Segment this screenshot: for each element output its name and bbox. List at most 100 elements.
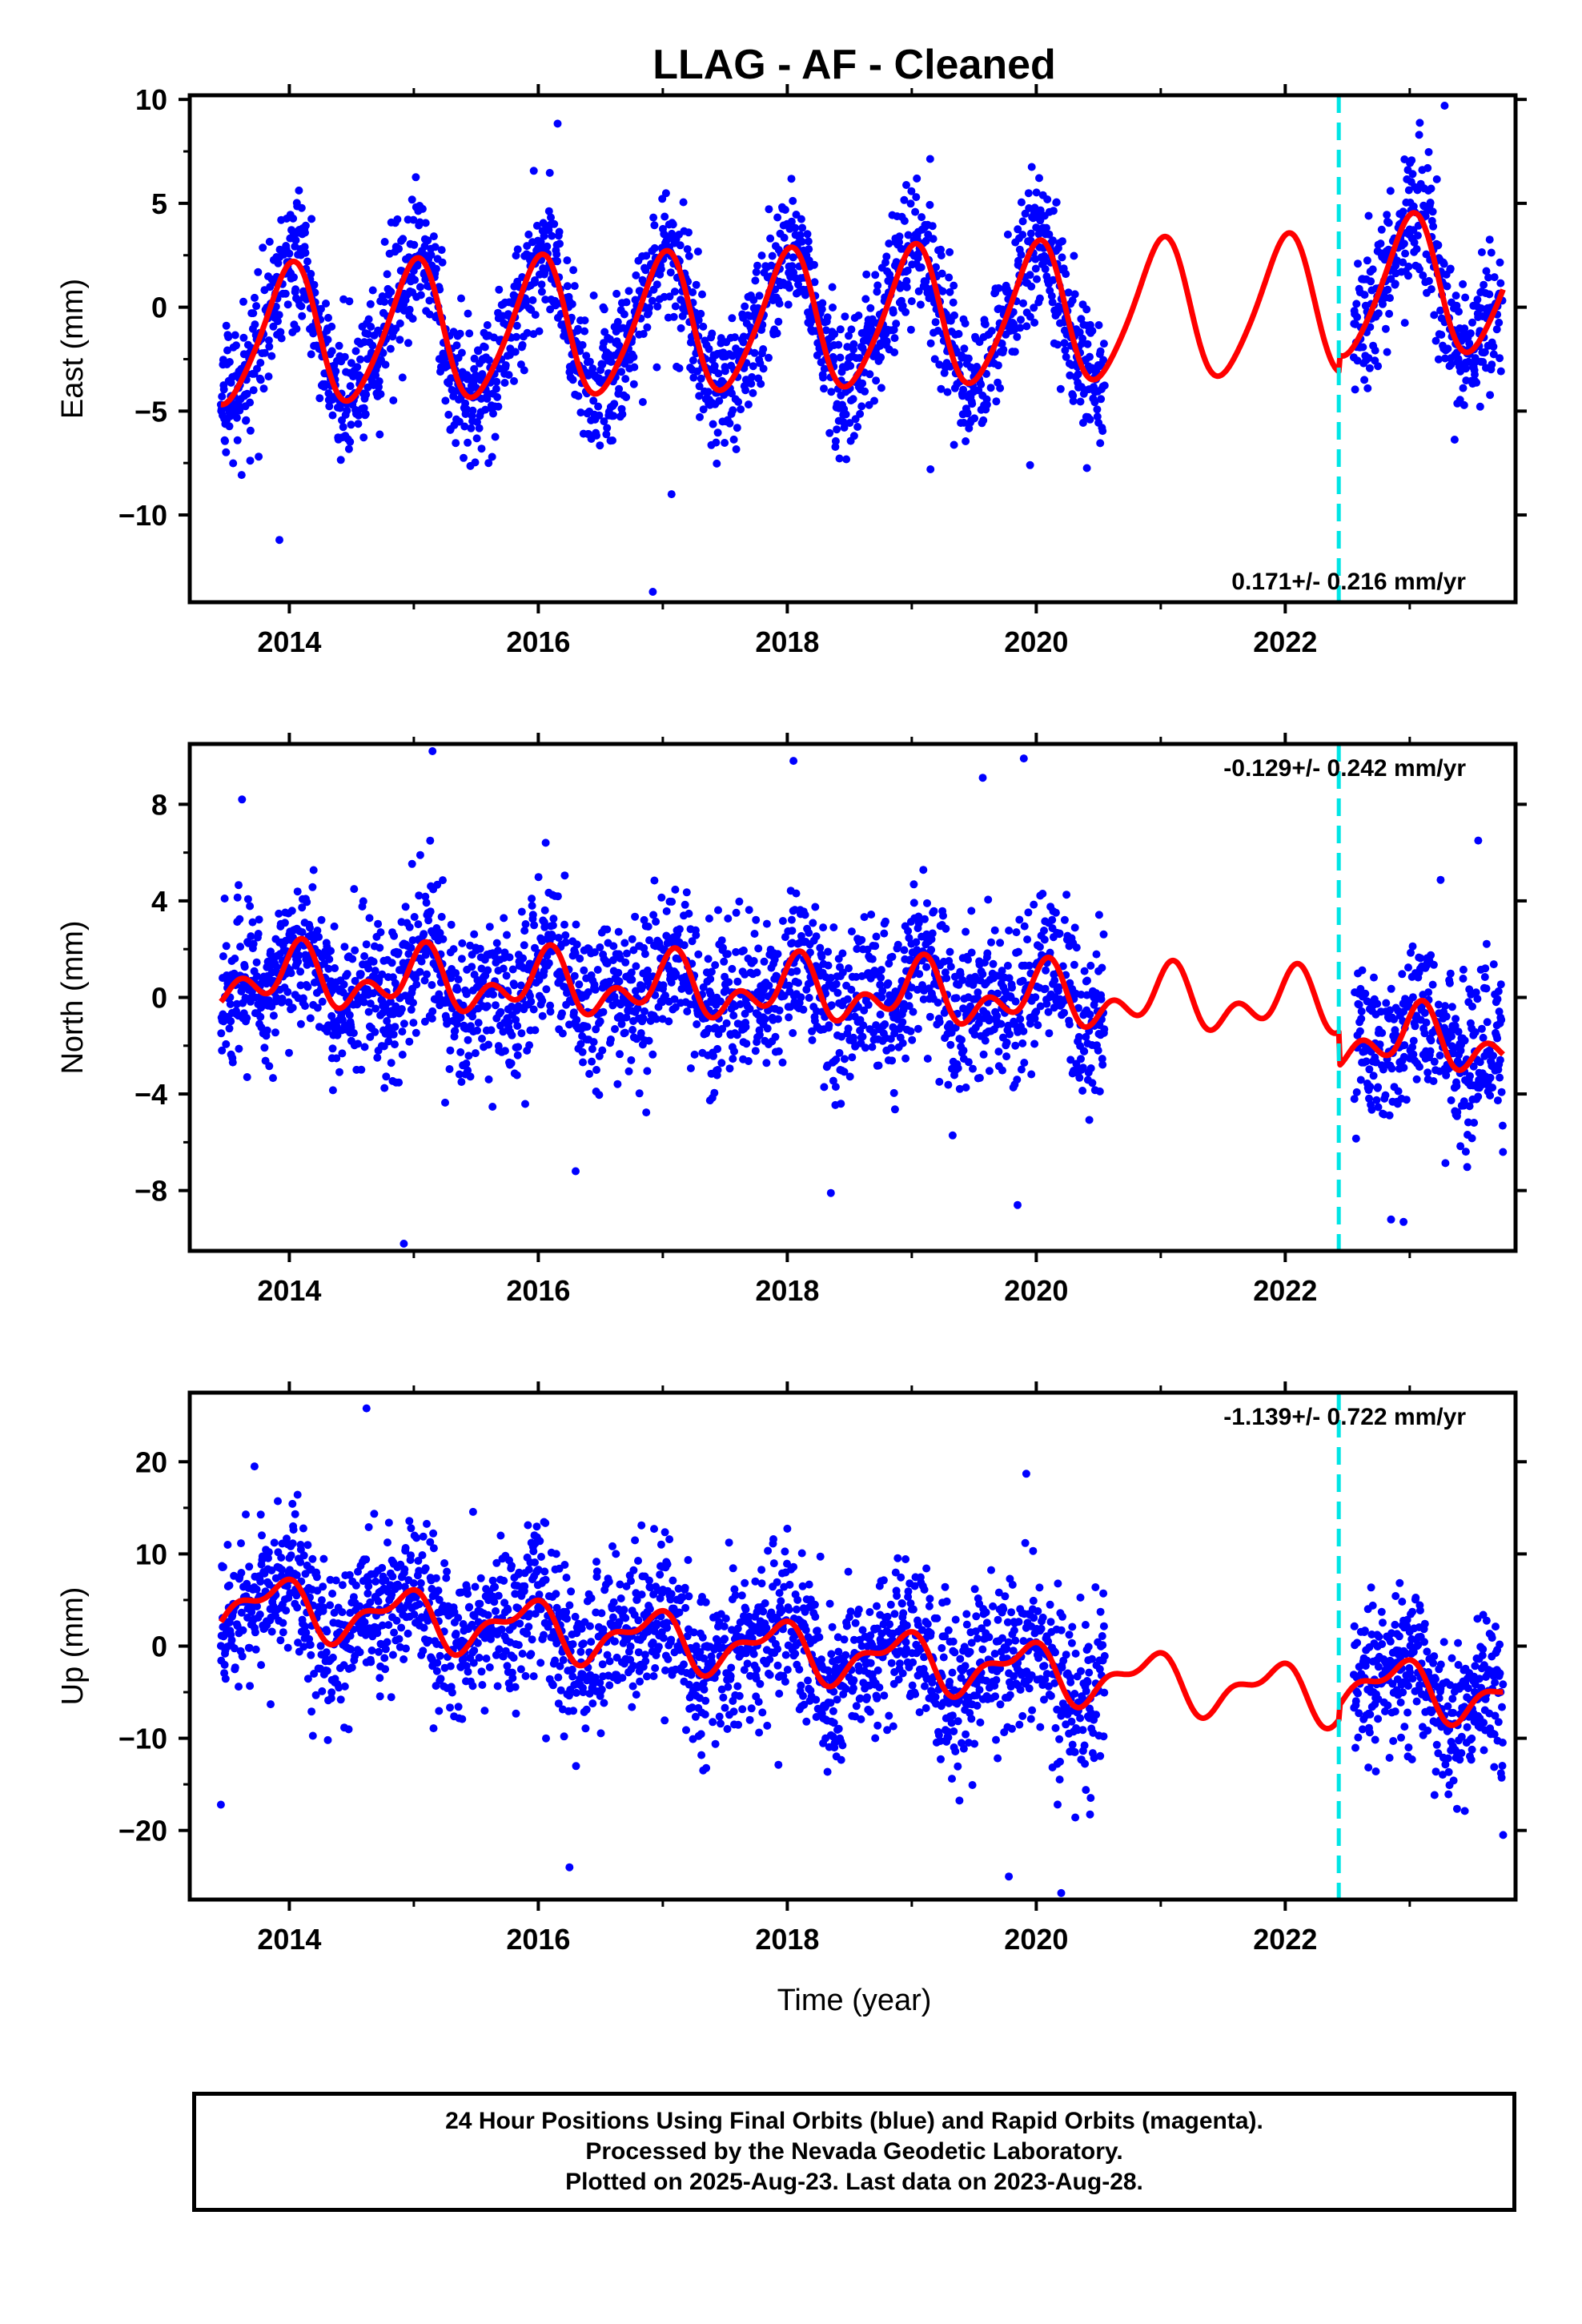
north-point [1065, 1020, 1074, 1029]
north-point [642, 1108, 651, 1117]
north-point [682, 888, 691, 897]
north-point [1442, 1012, 1451, 1021]
north-point [611, 1025, 619, 1033]
north-point [1497, 1088, 1506, 1096]
east-point [1075, 328, 1084, 336]
east-point [1013, 332, 1022, 341]
up-point [237, 1539, 245, 1548]
north-point [591, 985, 600, 994]
up-point [267, 1700, 275, 1709]
north-point [1032, 1007, 1041, 1016]
east-point [520, 366, 528, 375]
north-point [685, 909, 693, 918]
north-point [439, 876, 447, 885]
east-point [789, 253, 797, 262]
east-point [265, 237, 274, 246]
east-point [907, 187, 916, 195]
east-point [1360, 376, 1369, 384]
east-point [410, 240, 419, 249]
east-point [1031, 264, 1040, 273]
north-point [308, 883, 317, 891]
east-point [1439, 259, 1448, 268]
north-point [473, 1026, 481, 1035]
north-point [578, 1047, 587, 1056]
north-point [1479, 1033, 1488, 1042]
east-point [889, 308, 897, 317]
north-point [705, 915, 713, 923]
north-point [512, 1015, 520, 1024]
east-point [671, 302, 680, 311]
east-point [689, 356, 697, 364]
north-point [576, 1039, 585, 1048]
up-point [219, 1562, 227, 1571]
east-point [522, 297, 531, 306]
north-point [847, 927, 856, 936]
north-point [990, 926, 999, 935]
east-point [1488, 360, 1496, 369]
east-point [987, 327, 996, 336]
north-point [672, 969, 681, 978]
north-point [306, 923, 314, 932]
north-point [845, 964, 853, 973]
north-point [243, 895, 252, 903]
east-point [474, 347, 483, 356]
east-point [648, 296, 656, 305]
east-point [1459, 384, 1468, 392]
north-point [778, 917, 787, 925]
north-point [1041, 984, 1050, 993]
north-point [775, 1006, 784, 1015]
east-point [1026, 229, 1035, 238]
north-point [1447, 1096, 1456, 1104]
east-point [464, 309, 472, 318]
east-point [359, 433, 368, 442]
east-point [239, 297, 247, 306]
north-point [811, 903, 820, 911]
east-point [511, 348, 520, 356]
north-point [1495, 1007, 1504, 1016]
east-point [563, 282, 572, 291]
east-point [246, 426, 255, 435]
east-point [1083, 340, 1092, 348]
east-point [845, 419, 854, 428]
east-point [1415, 119, 1424, 127]
north-point [527, 997, 536, 1006]
east-point [1049, 236, 1057, 245]
north-point [1442, 1071, 1451, 1080]
north-point [400, 1019, 408, 1028]
east-point [890, 334, 899, 343]
east-point [510, 376, 518, 385]
east-point [728, 314, 737, 323]
north-point [923, 899, 931, 907]
north-point [955, 1084, 964, 1093]
north-point [788, 927, 797, 935]
east-point [656, 265, 665, 274]
north-point [513, 1022, 522, 1030]
north-point [1496, 1055, 1504, 1064]
north-point [407, 943, 416, 952]
north-point [507, 1059, 516, 1068]
east-point [594, 402, 603, 411]
north-point [616, 1050, 624, 1059]
east-point [928, 222, 937, 231]
north-point [1386, 1006, 1394, 1015]
north-point [667, 978, 676, 987]
east-point [222, 448, 231, 456]
north-point [1446, 969, 1455, 978]
east-point [484, 356, 493, 364]
east-point [1024, 189, 1033, 198]
north-point [979, 1050, 988, 1059]
north-point [349, 1029, 358, 1037]
north-point [592, 1025, 600, 1034]
east-point [524, 230, 533, 239]
north-point [235, 915, 244, 923]
east-point [853, 423, 862, 431]
north-point [592, 1066, 600, 1074]
north-point [1070, 960, 1078, 969]
east-point [900, 216, 909, 225]
north-point [751, 1047, 760, 1055]
east-point [1496, 258, 1504, 267]
north-point [997, 1019, 1006, 1028]
east-point [834, 340, 843, 349]
north-point [420, 976, 429, 985]
east-point [906, 325, 915, 334]
